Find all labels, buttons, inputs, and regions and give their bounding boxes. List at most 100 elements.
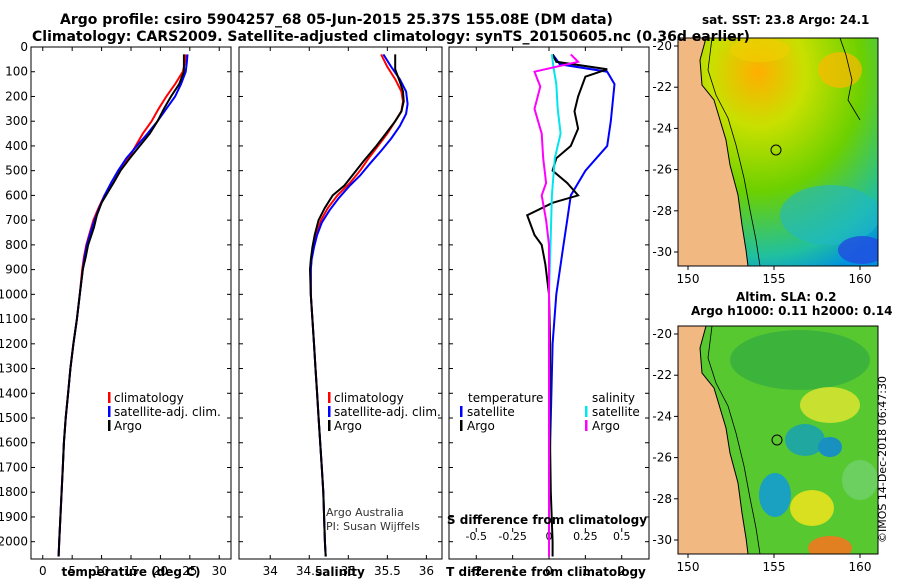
legend-swatch-argo xyxy=(328,420,331,431)
t-difference-x-label: T difference from climatology xyxy=(446,565,646,579)
difference-legend-salinity: salinity satellite Argo xyxy=(585,391,640,433)
sst-lat-ticks: -20 -22 -24 -26 -28 -30 xyxy=(652,39,678,259)
y-tick-label: 1800 xyxy=(0,485,28,499)
sla-map-frame xyxy=(677,325,879,555)
y-tick-label: 0 xyxy=(20,40,28,54)
salinity-ticks: 34 34.5 35 35.5 36 xyxy=(263,47,434,578)
y-tick-label: 1500 xyxy=(0,411,28,425)
legend-label-s-argo: Argo xyxy=(592,419,620,433)
sst-warm-patch xyxy=(818,52,862,88)
y-tick-label: 100 xyxy=(5,65,28,79)
salinity-panel: 34 34.5 35 35.5 36 salinity climatology sate… xyxy=(238,46,443,579)
reef-contour xyxy=(839,38,861,121)
y-tick-label: 200 xyxy=(5,89,28,103)
sst-warm-patch xyxy=(730,38,790,62)
credit-line-2: PI: Susan Wijffels xyxy=(326,520,420,533)
sla-map-label-1: Altim. SLA: 0.2 xyxy=(736,290,837,304)
legend-label-climatology: climatology xyxy=(334,391,404,405)
difference-pressure-ticks xyxy=(449,46,649,543)
sst-lon-ticks: 150 155 160 xyxy=(677,266,871,286)
s-diff-tick-label: -0.25 xyxy=(498,530,526,543)
lon-tick-label: 155 xyxy=(763,560,786,574)
sla-low-patch xyxy=(818,437,842,457)
legend-label-argo: Argo xyxy=(114,419,142,433)
y-tick-label: 1200 xyxy=(0,337,28,351)
legend-swatch-t-argo xyxy=(460,420,463,431)
y-tick-label: 1300 xyxy=(0,362,28,376)
lon-tick-label: 155 xyxy=(763,272,786,286)
x-tick-label: 15 xyxy=(123,564,138,578)
difference-panel: -2 -1 0 1 2 -0.5 -0.25 0 0.25 0.5 T difference f… xyxy=(446,46,650,579)
series-argo xyxy=(57,54,185,557)
legend-swatch-climatology xyxy=(328,392,331,403)
figure-title-line-2: Climatology: CARS2009. Satellite-adjuste… xyxy=(32,29,750,45)
salinity-x-label: salinity xyxy=(315,565,365,579)
shelf-contour xyxy=(707,326,761,554)
x-tick-label: 30 xyxy=(212,564,227,578)
legend-swatch-t-satellite xyxy=(460,406,463,417)
shelf-contour xyxy=(707,38,761,266)
series-argo xyxy=(308,54,405,557)
lat-tick-label: -20 xyxy=(652,327,672,341)
lat-tick-label: -30 xyxy=(652,245,672,259)
y-tick-label: 500 xyxy=(5,164,28,178)
x-tick-label: 0 xyxy=(545,564,553,578)
sla-high-patch xyxy=(800,387,860,423)
x-tick-label: 10 xyxy=(94,564,109,578)
y-tick-label: 1100 xyxy=(0,312,28,326)
x-tick-label: 36 xyxy=(419,564,434,578)
salinity-pressure-ticks xyxy=(239,46,442,543)
y-tick-label: 700 xyxy=(5,213,28,227)
lon-tick-label: 160 xyxy=(849,560,872,574)
y-tick-label: 400 xyxy=(5,139,28,153)
y-tick-label: 2000 xyxy=(0,535,28,549)
y-tick-label: 1900 xyxy=(0,510,28,524)
sla-lat-ticks: -20 -22 -24 -26 -28 -30 xyxy=(652,327,678,547)
sla-patch xyxy=(730,330,870,390)
salinity-axes-frame xyxy=(238,46,443,560)
temperature-ticks: 0 5 10 15 20 25 30 xyxy=(39,47,227,578)
y-tick-label: 800 xyxy=(5,238,28,252)
x-tick-label: 34.5 xyxy=(296,564,323,578)
legend-title-salinity: salinity xyxy=(592,391,635,405)
x-tick-label: 20 xyxy=(153,564,168,578)
lat-tick-label: -28 xyxy=(652,492,672,506)
y-tick-label: 1700 xyxy=(0,460,28,474)
x-tick-label: 34 xyxy=(263,564,278,578)
credit-line-1: Argo Australia xyxy=(326,506,404,519)
x-tick-label: 1 xyxy=(582,564,590,578)
legend-label-s-satellite: satellite xyxy=(592,405,640,419)
x-tick-label: 25 xyxy=(182,564,197,578)
legend-title-temperature: temperature xyxy=(468,391,543,405)
difference-series xyxy=(525,53,616,557)
difference-legend-temperature: temperature satellite Argo xyxy=(460,391,543,433)
lat-tick-label: -28 xyxy=(652,204,672,218)
x-tick-label: 2 xyxy=(618,564,626,578)
temperature-legend: climatology satellite-adj. clim. Argo xyxy=(108,391,221,433)
sla-high-patch xyxy=(808,536,852,554)
sst-map-frame xyxy=(677,37,879,267)
temperature-series xyxy=(57,54,189,557)
lon-tick-label: 150 xyxy=(677,272,700,286)
legend-label-t-argo: Argo xyxy=(467,419,495,433)
y-tick-label: 600 xyxy=(5,188,28,202)
legend-label-satellite: satellite-adj. clim. xyxy=(114,405,221,419)
legend-label-argo: Argo xyxy=(334,419,362,433)
sst-cool-patch xyxy=(780,185,878,245)
sla-patch xyxy=(842,460,878,500)
sla-low-patch xyxy=(759,473,791,517)
sla-map-label-2: Argo h1000: 0.11 h2000: 0.14 xyxy=(691,304,893,318)
sla-high-patch xyxy=(790,490,834,526)
legend-swatch-satellite xyxy=(108,406,111,417)
sst-map-label: sat. SST: 23.8 Argo: 24.1 xyxy=(702,13,870,27)
legend-label-t-satellite: satellite xyxy=(467,405,515,419)
figure-title-line-1: Argo profile: csiro 5904257_68 05-Jun-20… xyxy=(60,12,613,28)
sst-cold-patch xyxy=(838,236,878,264)
argo-float-marker xyxy=(770,144,782,156)
t-difference-ticks: -2 -1 0 1 2 xyxy=(470,47,626,578)
y-tick-label: 1000 xyxy=(0,287,28,301)
lat-tick-label: -24 xyxy=(652,121,672,135)
lon-tick-label: 150 xyxy=(677,560,700,574)
series-t-argo xyxy=(525,53,608,557)
